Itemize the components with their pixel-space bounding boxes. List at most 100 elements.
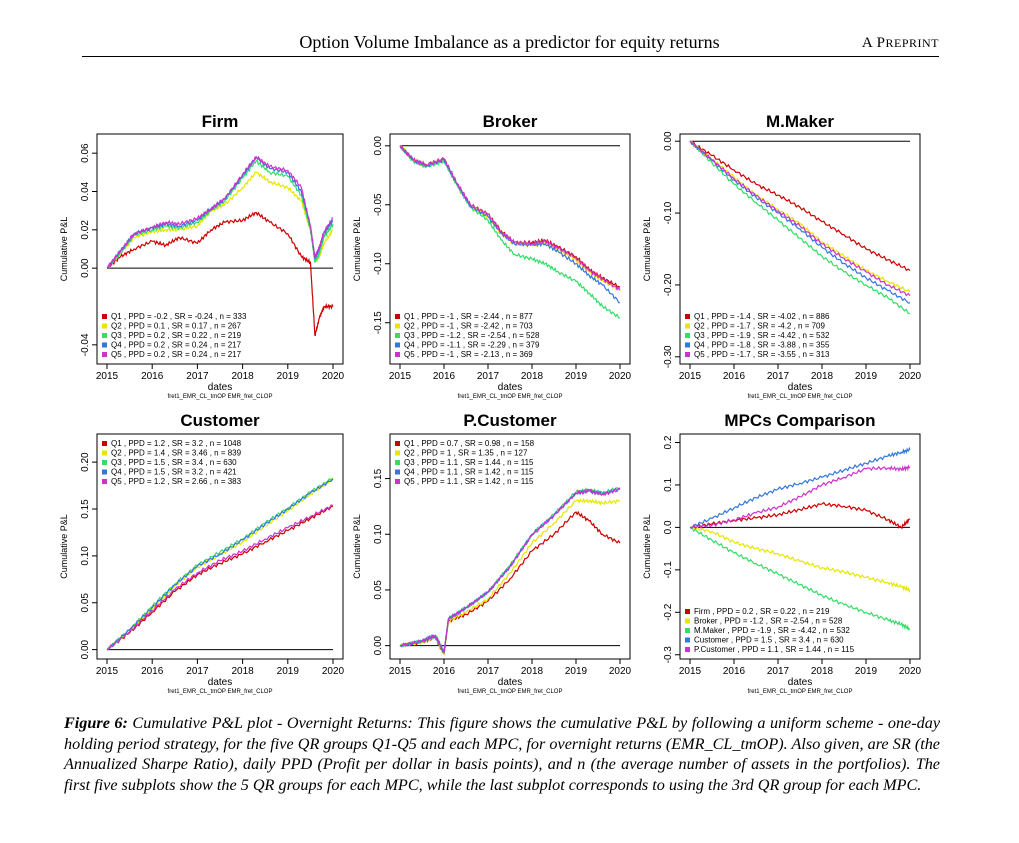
- legend-swatch: [102, 333, 107, 338]
- chart-title: P.Customer: [463, 411, 557, 430]
- legend-swatch: [395, 469, 400, 475]
- y-tick-label: 0.04: [80, 181, 91, 201]
- legend-entry: Q2 , PPD = 1.4 , SR = 3.46 , n = 839: [111, 449, 242, 458]
- legend-entry: Q3 , PPD = 1.1 , SR = 1.44 , n = 115: [404, 458, 534, 467]
- figure-caption: Figure 6: Cumulative P&L plot - Overnigh…: [64, 713, 940, 795]
- legend-entry: Q3 , PPD = 0.2 , SR = 0.22 , n = 219: [111, 331, 242, 340]
- legend-swatch: [685, 618, 690, 624]
- x-tick-label: 2019: [565, 371, 588, 382]
- header-rule: [82, 56, 939, 57]
- series-line-4: [399, 487, 621, 655]
- x-tick-label: 2018: [811, 371, 834, 382]
- y-tick-label: -0.30: [663, 345, 674, 368]
- y-tick-label: 0.00: [663, 131, 674, 151]
- x-tick-label: 2020: [609, 371, 632, 382]
- legend-swatch: [102, 323, 107, 329]
- legend-entry: Q5 , PPD = 0.2 , SR = 0.24 , n = 217: [111, 350, 242, 359]
- legend-swatch: [685, 609, 690, 614]
- chart-title: Firm: [202, 112, 239, 131]
- y-tick-label: 0.0: [663, 520, 674, 534]
- x-tick-label: 2016: [723, 666, 746, 677]
- x-tick-label: 2015: [679, 371, 702, 382]
- legend-swatch: [685, 647, 690, 652]
- y-tick-label: 0.00: [80, 639, 91, 659]
- x-tick-label: 2018: [521, 666, 544, 677]
- y-tick-label: 0.15: [373, 468, 384, 488]
- legend-swatch: [102, 352, 107, 357]
- running-header-label: A PREPRINT: [861, 35, 939, 51]
- x-tick-label: 2015: [96, 371, 119, 382]
- chart-panel-4: Customer 2015 2016 2017 2018 2019 2020 0.00 0.05…: [59, 411, 345, 695]
- y-tick-label: -0.2: [663, 603, 674, 621]
- x-axis-label: dates: [208, 677, 232, 688]
- x-tick-label: 2018: [231, 666, 254, 677]
- x-tick-label: 2019: [565, 666, 588, 677]
- plot-frame: [96, 133, 344, 365]
- legend-entry: Q5 , PPD = -1.7 , SR = -3.55 , n = 313: [694, 350, 830, 359]
- y-tick-label: -0.05: [373, 193, 384, 216]
- y-axis-label: Cumulative P&L: [352, 217, 362, 282]
- series-line-1: [399, 510, 621, 655]
- y-tick-label: 0.05: [80, 593, 91, 613]
- y-tick-label: 0.15: [80, 499, 91, 519]
- x-tick-label: 2015: [389, 371, 412, 382]
- legend-swatch: [395, 314, 400, 319]
- legend-swatch: [395, 450, 400, 456]
- y-tick-label: 0.20: [80, 452, 91, 472]
- legend-entry: Q4 , PPD = 0.2 , SR = 0.24 , n = 217: [111, 341, 242, 350]
- legend-swatch: [685, 314, 690, 319]
- legend-swatch: [395, 352, 400, 357]
- plot-frame: [389, 133, 631, 365]
- plot-frame: [679, 433, 921, 660]
- legend-entry: Q1 , PPD = 1.2 , SR = 3.2 , n = 1048: [111, 439, 242, 448]
- legend-swatch: [395, 333, 400, 338]
- y-axis-label: Cumulative P&L: [642, 514, 652, 579]
- legend-swatch: [102, 342, 107, 348]
- x-axis-sublabel: fret1_EMR_CL_tmOP EMR_fret_CLOP: [458, 689, 563, 695]
- x-tick-label: 2020: [322, 371, 345, 382]
- y-tick-label: 0.05: [373, 580, 384, 600]
- y-tick-label: -0.10: [663, 201, 674, 224]
- legend-swatch: [685, 342, 690, 348]
- series-line-4: [689, 140, 911, 304]
- legend-entry: Q1 , PPD = 0.7 , SR = 0.98 , n = 158: [404, 439, 535, 448]
- series-line-4: [689, 446, 911, 529]
- legend-entry: Firm , PPD = 0.2 , SR = 0.22 , n = 219: [694, 607, 830, 616]
- y-tick-label: 0.2: [663, 435, 674, 449]
- x-axis-label: dates: [788, 677, 812, 688]
- x-tick-label: 2015: [679, 666, 702, 677]
- y-tick-label: -0.20: [663, 273, 674, 296]
- x-tick-label: 2020: [609, 666, 632, 677]
- x-tick-label: 2020: [899, 371, 922, 382]
- chart-title: MPCs Comparison: [724, 411, 875, 430]
- x-tick-label: 2018: [521, 371, 544, 382]
- legend-entry: Q4 , PPD = 1.5 , SR = 3.2 , n = 421: [111, 468, 237, 477]
- caption-text: Cumulative P&L plot - Overnight Returns:…: [64, 714, 941, 794]
- legend-swatch: [395, 441, 400, 446]
- x-tick-label: 2017: [767, 666, 790, 677]
- x-axis-sublabel: fret1_EMR_CL_tmOP EMR_fret_CLOP: [458, 394, 563, 400]
- y-axis-label: Cumulative P&L: [352, 514, 362, 579]
- chart-panel-2: Broker 2015 2016 2017 2018 2019 2020 -0.15 -0.10…: [352, 112, 632, 400]
- legend-swatch: [102, 479, 107, 484]
- legend-entry: Q3 , PPD = 1.5 , SR = 3.4 , n = 630: [111, 458, 237, 467]
- series-line-3: [399, 486, 621, 653]
- legend-swatch: [102, 469, 107, 475]
- x-tick-label: 2019: [277, 371, 300, 382]
- series-line-5: [106, 155, 334, 269]
- series-line-3: [399, 145, 621, 319]
- legend-entry: Broker , PPD = -1.2 , SR = -2.54 , n = 5…: [694, 617, 843, 626]
- x-tick-label: 2017: [477, 666, 500, 677]
- legend-entry: Q2 , PPD = -1 , SR = -2.42 , n = 703: [404, 322, 533, 331]
- y-tick-label: -0.1: [663, 561, 674, 579]
- x-tick-label: 2016: [723, 371, 746, 382]
- legend-swatch: [102, 441, 107, 446]
- series-line-1: [399, 145, 621, 288]
- x-axis-sublabel: fret1_EMR_CL_tmOP EMR_fret_CLOP: [168, 394, 273, 400]
- series-line-3: [689, 526, 911, 631]
- x-tick-label: 2017: [186, 371, 209, 382]
- x-axis-sublabel: fret1_EMR_CL_tmOP EMR_fret_CLOP: [168, 689, 273, 695]
- x-tick-label: 2015: [96, 666, 119, 677]
- x-tick-label: 2016: [433, 666, 456, 677]
